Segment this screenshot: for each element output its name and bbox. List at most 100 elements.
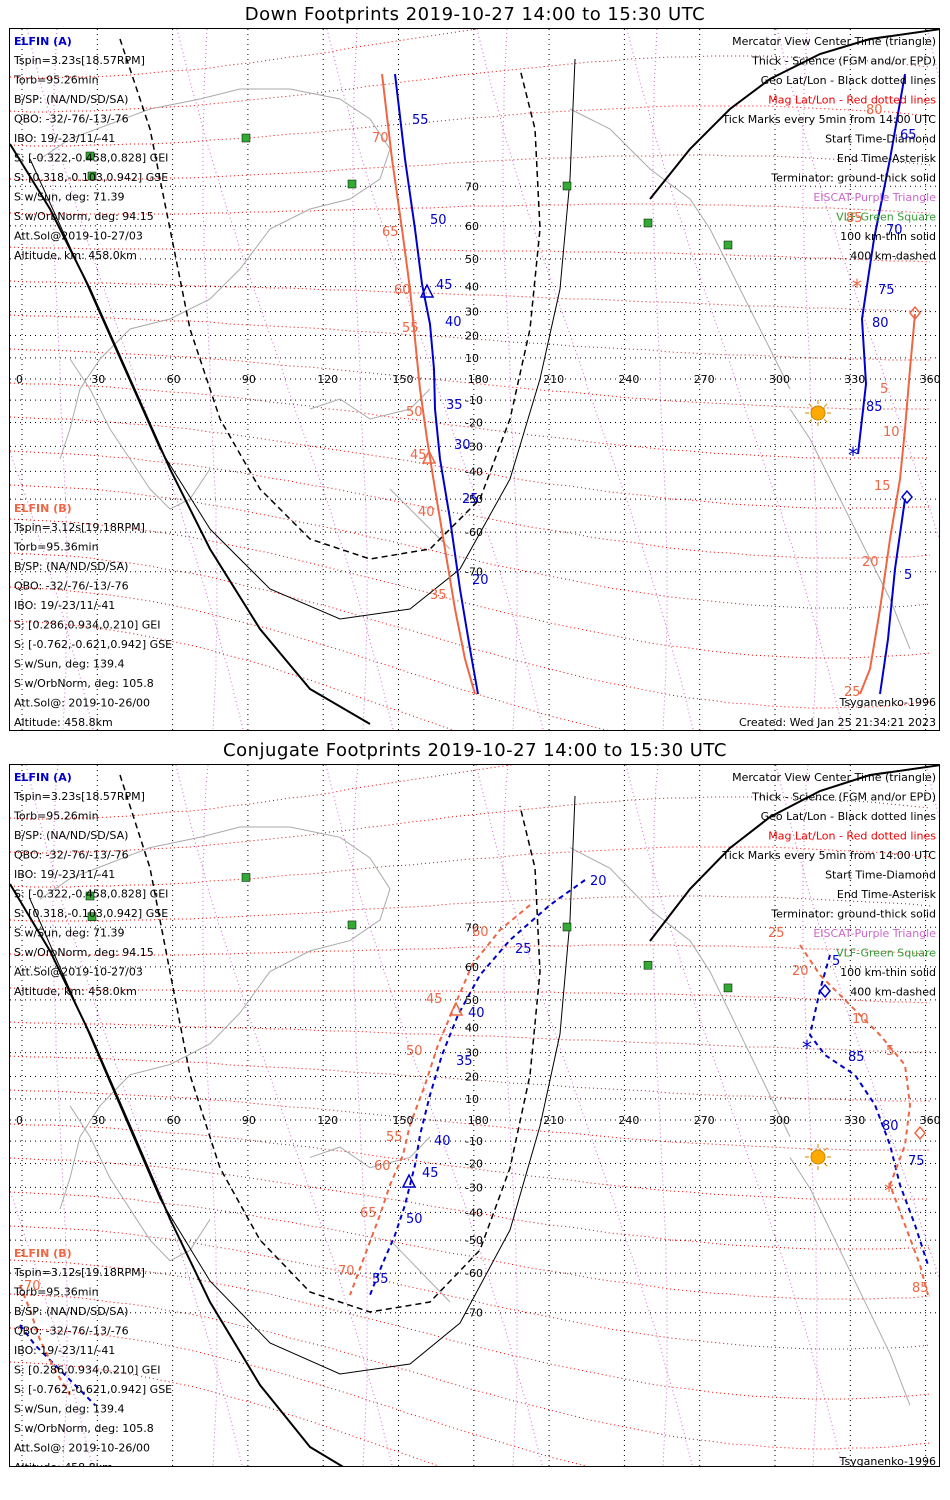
track-b-label: 20: [862, 555, 879, 570]
vlf-station-marker: [643, 218, 653, 228]
track-b-label: 70: [338, 1264, 355, 1279]
sun-ray: [808, 1163, 812, 1167]
track-b-label: 5: [886, 1044, 894, 1059]
lat-tick-label: -70: [465, 566, 483, 579]
map-canvas-down: 0 30 60 90 120 150 180 210 240 270 300 330 360 70 60 50…: [10, 29, 940, 730]
lon-tick-label: 300: [769, 373, 790, 386]
track-b-label: 25: [768, 926, 785, 941]
coastline: [569, 108, 791, 390]
mag-lon-line: [776, 29, 939, 540]
lon-tick-label: 30: [91, 1114, 105, 1127]
elfin-b-track-west: [381, 73, 476, 695]
legend-entry: Mag Lat/Lon - Red dotted lines: [768, 830, 936, 843]
mag-lon-line: [202, 29, 218, 730]
elfin-b-info-line: S: [-0.762,-0.621,0.942] GSE: [14, 638, 172, 651]
terminator-400km: [119, 38, 541, 560]
elfin-b-info-line: B/SP: (NA/ND/SD/SA): [14, 560, 128, 573]
lat-tick-label: -60: [465, 526, 483, 539]
lon-tick-label: 30: [91, 373, 105, 386]
vlf-station-marker: [241, 133, 251, 143]
mag-lat-line: [10, 246, 931, 263]
track-b-label: 60: [472, 925, 489, 940]
track-b-label: 45: [410, 448, 427, 463]
lat-tick-label: 60: [465, 961, 479, 974]
track-b-label: 10: [883, 425, 900, 440]
lat-tick-label: -50: [465, 493, 483, 506]
elfin-a-track-east: [808, 954, 929, 1266]
legend-entry: 100 km-thin solid: [840, 966, 936, 979]
legend-entry: Tick Marks every 5min from 14:00 UTC: [721, 113, 936, 126]
legend-entry: Tick Marks every 5min from 14:00 UTC: [721, 849, 936, 862]
map-panel-down: 0 30 60 90 120 150 180 210 240 270 300 330 360 70 60 50…: [9, 28, 940, 731]
legend-entry: Start Time-Diamond: [825, 133, 936, 146]
legend-entry: EISCAT-Purple Triangle: [813, 927, 936, 940]
elfin-b-info-line: S w/OrbNorm, deg: 105.8: [14, 1422, 154, 1435]
legend-entry: Geo Lat/Lon - Black dotted lines: [761, 74, 937, 87]
legend-entry: Mercator View Center Time (triangle): [732, 35, 936, 48]
sun-ray: [808, 403, 812, 407]
coastline: [309, 1136, 431, 1169]
vlf-station-marker: [562, 922, 572, 932]
legend-entry: VLF-Green Square: [836, 947, 936, 960]
mag-lon-line: [176, 29, 394, 730]
elfin-a-info-line: IBO: 19/-23/11/-41: [14, 868, 115, 881]
track-b-label: 60: [394, 283, 411, 298]
track-b-label: 85: [912, 1281, 929, 1296]
track-b-label: 20: [792, 964, 809, 979]
elfin-b-info-line: IBO: 19/-23/11/-41: [14, 1344, 115, 1357]
mag-lat-line: [10, 846, 931, 888]
legend-entry: EISCAT-Purple Triangle: [813, 191, 936, 204]
legend-entry: Geo Lat/Lon - Black dotted lines: [761, 810, 937, 823]
mag-lon-line: [626, 29, 844, 730]
vlf-station-marker: [85, 891, 95, 901]
vlf-station-marker: [85, 151, 95, 161]
elfin-a-info-line: Altitude, km: 458.0km: [14, 249, 137, 262]
track-b-label: 55: [386, 1130, 403, 1145]
track-b-label: 10: [852, 1012, 869, 1027]
track-b-label: 5: [880, 382, 888, 397]
elfin-b-info-line: Tspin=3.12s[19.18RPM]: [13, 521, 145, 534]
lon-tick-label: 180: [468, 1114, 489, 1127]
lon-tick-label: 60: [167, 373, 181, 386]
elfin-b-info-line: IBO: 19/-23/11/-41: [14, 599, 115, 612]
elfin-a-info-line: S w/Sun, deg: 71.39: [14, 927, 125, 940]
track-a-label: 40: [434, 1134, 451, 1149]
track-a-label: 70: [886, 223, 903, 238]
lat-tick-label: -40: [465, 1206, 483, 1219]
track-b-label: 50: [406, 405, 423, 420]
sun-icon: [810, 405, 826, 421]
mag-lon-line: [625, 765, 843, 1466]
track-b-label: 85: [846, 211, 863, 226]
track-b-label: 65: [382, 225, 399, 240]
track-a-label: 5: [832, 954, 840, 969]
coastline: [309, 388, 431, 420]
sun-ray: [824, 1147, 828, 1151]
elfin-b-track-east: [799, 944, 929, 1296]
vlf-station-marker: [562, 181, 572, 191]
track-a-label: 75: [908, 1154, 925, 1169]
legend-entry: Terminator: ground-thick solid: [770, 908, 936, 921]
track-a-label: 45: [436, 278, 453, 293]
elfin-a-header: ELFIN (A): [14, 771, 72, 784]
track-a-label: 85: [848, 1050, 865, 1065]
lon-tick-label: 360: [920, 373, 940, 386]
mag-lat-line: [10, 1055, 930, 1102]
mag-lat-line: [10, 895, 931, 922]
track-a-label: 5: [904, 568, 912, 583]
lon-tick-label: 330: [844, 1114, 865, 1127]
sun-ray: [808, 1147, 812, 1151]
track-a-label: 30: [454, 438, 471, 453]
track-b-label: 50: [406, 1044, 423, 1059]
elfin-b-info-line: Torb=95.36min: [13, 541, 99, 554]
mag-lon-line: [175, 765, 393, 1466]
mag-lon-line: [352, 765, 368, 1466]
mag-lon-line: [476, 29, 694, 730]
elfin-a-info-line: S w/Sun, deg: 71.39: [14, 191, 125, 204]
elfin-a-info-line: Att.Sol@2019-10-27/03: [14, 966, 143, 979]
mag-lon-line: [502, 765, 518, 1466]
mag-lon-line: [775, 765, 939, 1281]
lat-tick-label: -40: [465, 465, 483, 478]
created-label: Created: Wed Jan 25 21:34:21 2023: [739, 716, 936, 729]
center-time-triangle-a: [401, 1173, 417, 1188]
end-asterisk-a: *: [802, 1036, 812, 1060]
